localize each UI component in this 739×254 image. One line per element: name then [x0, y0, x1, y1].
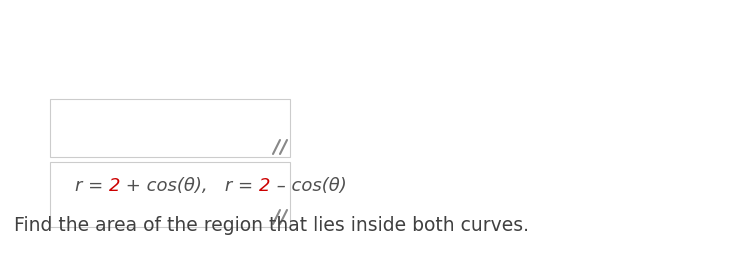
Bar	[50, 162, 290, 227]
Text: 2: 2	[259, 176, 271, 194]
Bar	[50, 100, 290, 157]
Text: 2: 2	[109, 176, 120, 194]
Text: r =: r =	[75, 176, 109, 194]
Text: Find the area of the region that lies inside both curves.: Find the area of the region that lies in…	[14, 215, 529, 234]
Text: + cos(θ),   r =: + cos(θ), r =	[120, 176, 259, 194]
Text: – cos(θ): – cos(θ)	[271, 176, 347, 194]
